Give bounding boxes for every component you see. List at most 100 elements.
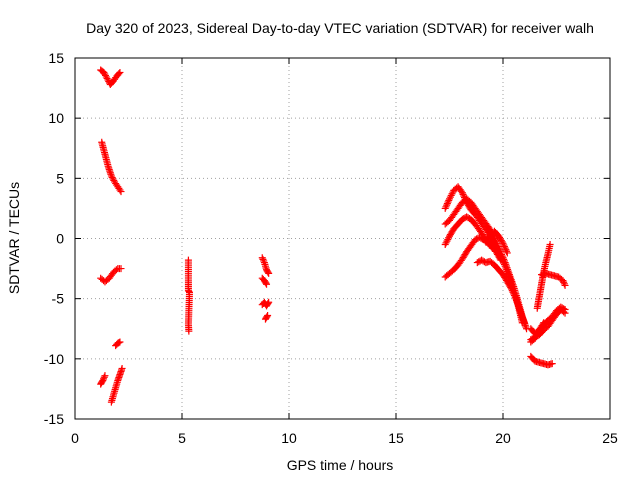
data-point	[492, 238, 500, 246]
data-point	[260, 257, 268, 265]
data-point	[500, 243, 508, 251]
data-point	[117, 188, 125, 196]
data-point	[519, 314, 527, 322]
data-point	[510, 290, 518, 298]
data-point	[559, 277, 567, 285]
data-point	[265, 298, 273, 306]
data-point	[263, 280, 271, 288]
data-point	[503, 249, 511, 257]
data-point	[500, 241, 508, 249]
data-point	[522, 323, 530, 331]
data-point	[493, 241, 501, 249]
data-point	[507, 284, 515, 292]
data-point	[503, 264, 511, 272]
data-point	[116, 186, 124, 194]
data-point	[500, 257, 508, 265]
data-point	[520, 317, 528, 325]
data-point	[514, 302, 522, 310]
data-point	[448, 190, 456, 198]
series-arc-1b	[98, 138, 125, 196]
data-point	[507, 276, 515, 284]
grid-lines	[75, 58, 610, 419]
data-point	[519, 315, 527, 323]
data-point	[515, 303, 523, 311]
series-arc-1f	[107, 364, 126, 406]
x-tick-label: 0	[71, 430, 79, 446]
y-tick-label: 10	[48, 110, 64, 126]
data-point	[442, 239, 450, 247]
y-axis-label: SDTVAR / TECUs	[6, 182, 22, 294]
data-point	[104, 76, 112, 84]
x-axis-ticks: 0 5 10 15 20 25	[71, 58, 618, 446]
data-point	[518, 312, 526, 320]
data-point	[517, 310, 525, 318]
data-point	[116, 338, 124, 346]
series-arc-3b	[258, 274, 271, 288]
series-arc-4e	[473, 256, 528, 327]
y-tick-label: -15	[44, 411, 64, 427]
series-arc-3d	[261, 312, 272, 323]
x-axis-label: GPS time / hours	[287, 457, 394, 473]
data-point	[264, 312, 272, 320]
data-point	[510, 291, 518, 299]
data-point	[117, 265, 125, 273]
data-point	[447, 191, 455, 199]
data-point	[561, 281, 569, 289]
data-point	[513, 298, 521, 306]
data-point	[445, 196, 453, 204]
series-arc-3a	[258, 254, 273, 277]
series-arc-1e	[97, 372, 109, 388]
data-point	[112, 266, 120, 274]
data-point	[491, 236, 499, 244]
data-point	[535, 328, 543, 336]
data-point	[265, 269, 273, 277]
data-point	[259, 255, 267, 263]
data-point	[497, 256, 505, 264]
data-point	[443, 200, 451, 208]
data-point	[102, 73, 110, 81]
data-point	[506, 272, 514, 280]
data-point	[443, 201, 451, 209]
data-point	[516, 305, 524, 313]
data-point	[264, 268, 272, 276]
y-tick-label: 0	[56, 231, 64, 247]
series-arc-5e	[538, 269, 569, 289]
data-point	[539, 320, 547, 328]
y-tick-label: 5	[56, 170, 64, 186]
series-arc-1d	[112, 338, 124, 350]
x-tick-label: 10	[281, 430, 297, 446]
data-point	[501, 259, 509, 267]
series-arc-5c	[527, 303, 569, 338]
data-point	[263, 313, 271, 321]
data-point	[504, 267, 512, 275]
data-point	[504, 265, 512, 273]
data-point	[514, 300, 522, 308]
x-tick-label: 15	[388, 430, 404, 446]
data-point	[493, 239, 501, 247]
y-tick-label: 15	[48, 50, 64, 66]
data-point	[501, 244, 509, 252]
data-point	[499, 239, 507, 247]
data-point	[100, 68, 108, 76]
y-tick-label: -5	[52, 291, 65, 307]
data-point	[503, 247, 511, 255]
data-point	[508, 287, 516, 295]
data-point	[446, 195, 453, 203]
data-point	[446, 193, 454, 201]
series-arc-4f	[482, 227, 511, 257]
data-point	[115, 70, 123, 78]
data-point	[264, 299, 272, 307]
data-point	[490, 235, 498, 242]
data-point	[511, 293, 519, 301]
data-point	[548, 360, 556, 368]
data-point	[258, 254, 266, 262]
series-arc-4a	[441, 183, 526, 327]
series-arc-5f	[527, 319, 548, 346]
data-point	[441, 241, 449, 249]
chart-title: Day 320 of 2023, Sidereal Day-to-day VTE…	[86, 20, 594, 36]
data-point	[458, 189, 466, 197]
y-axis-ticks: -15 -10 -5 0 5 10 15	[44, 50, 610, 427]
data-point	[109, 175, 117, 183]
data-point	[508, 285, 516, 293]
